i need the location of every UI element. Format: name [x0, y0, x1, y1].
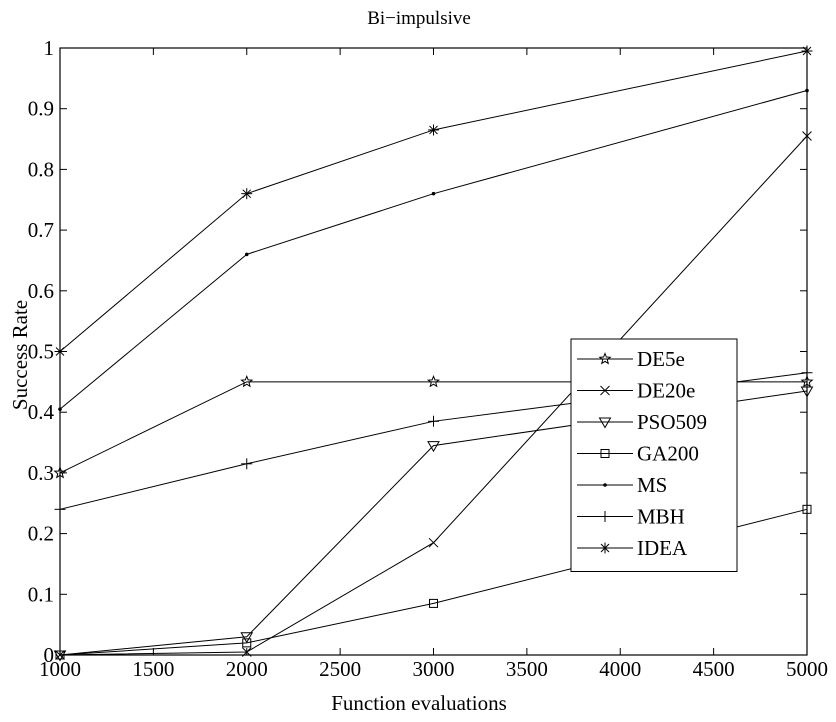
y-tick-label: 0.5: [28, 340, 54, 364]
data-point-ga200: [802, 504, 812, 514]
legend-label-de5e: DE5e: [637, 347, 685, 371]
data-point-ga200: [429, 598, 438, 608]
y-tick-label: 0.7: [28, 218, 54, 242]
data-point-mbh: [801, 367, 813, 379]
data-point-mbh: [54, 503, 66, 515]
y-tick-label: 0.4: [28, 400, 55, 424]
legend-marker-pso509: [598, 417, 612, 429]
y-tick-label: 0.6: [28, 279, 54, 303]
x-tick-label: 4500: [693, 657, 735, 681]
data-point-mbh: [241, 458, 253, 470]
legend-label-ms: MS: [637, 473, 667, 497]
x-tick-label: 5000: [786, 657, 828, 681]
legend: DE5e DE20e PSO509 GA200 MS MBH IDEA: [570, 338, 738, 572]
x-tick-label: 2000: [226, 657, 268, 681]
legend-marker-ga200: [600, 449, 610, 458]
y-tick-label: 0.3: [28, 461, 54, 485]
chart-title: Bi−impulsive: [367, 8, 471, 29]
data-point-ga200: [242, 638, 252, 648]
data-point-idea: [241, 188, 253, 200]
legend-label-idea: IDEA: [637, 536, 688, 560]
data-point-idea: [801, 45, 813, 57]
data-point-de5e: [800, 374, 814, 388]
legend-label-mbh: MBH: [637, 505, 685, 529]
x-axis-label: Function evaluations: [331, 691, 507, 715]
data-point-de5e: [240, 374, 254, 388]
y-tick-label: 1: [44, 36, 55, 60]
y-tick-label: 0.2: [28, 522, 54, 546]
data-point-de20e: [802, 131, 812, 141]
data-point-idea: [428, 124, 439, 136]
x-tick-label: 3000: [413, 657, 455, 681]
data-point-mbh: [428, 415, 439, 427]
legend-label-ga200: GA200: [637, 442, 699, 466]
data-point-ms: [431, 191, 436, 196]
data-point-ms: [58, 407, 62, 411]
x-tick-label: 3500: [506, 657, 548, 681]
data-point-ga200: [55, 650, 65, 660]
data-point-de20e: [428, 537, 439, 548]
data-point-de20e: [241, 647, 252, 657]
data-point-pso509: [427, 441, 440, 453]
legend-label-de20e: DE20e: [637, 379, 695, 403]
data-point-idea: [54, 346, 66, 357]
x-tick-label: 1500: [132, 657, 174, 681]
data-point-pso509: [240, 632, 254, 644]
plot-area: 1000 1500 2000 2500 3000 3500 4000 4500 500000.1…: [28, 36, 828, 681]
legend-label-pso509: PSO509: [637, 410, 707, 434]
y-axis-label: Success Rate: [8, 300, 32, 410]
data-point-pso509: [800, 386, 814, 398]
legend-box: [570, 338, 738, 572]
data-point-de5e: [426, 374, 441, 388]
data-point-de5e: [53, 466, 67, 479]
data-point-ms: [805, 88, 809, 93]
x-tick-label: 4000: [599, 657, 641, 681]
series-line-ms: [59, 90, 808, 410]
data-point-ms: [244, 252, 249, 257]
legend-marker-de5e: [598, 352, 612, 365]
legend-marker-de20e: [600, 385, 610, 396]
series-line-idea: [59, 50, 808, 352]
y-tick-label: 0: [44, 643, 55, 667]
y-tick-label: 0.8: [28, 157, 54, 181]
legend-marker-mbh: [599, 511, 611, 522]
y-tick-label: 0.1: [28, 582, 54, 606]
legend-marker-ms: [603, 483, 607, 487]
y-tick-label: 0.9: [28, 97, 54, 121]
legend-marker-idea: [599, 542, 611, 554]
x-tick-label: 2500: [319, 657, 361, 681]
